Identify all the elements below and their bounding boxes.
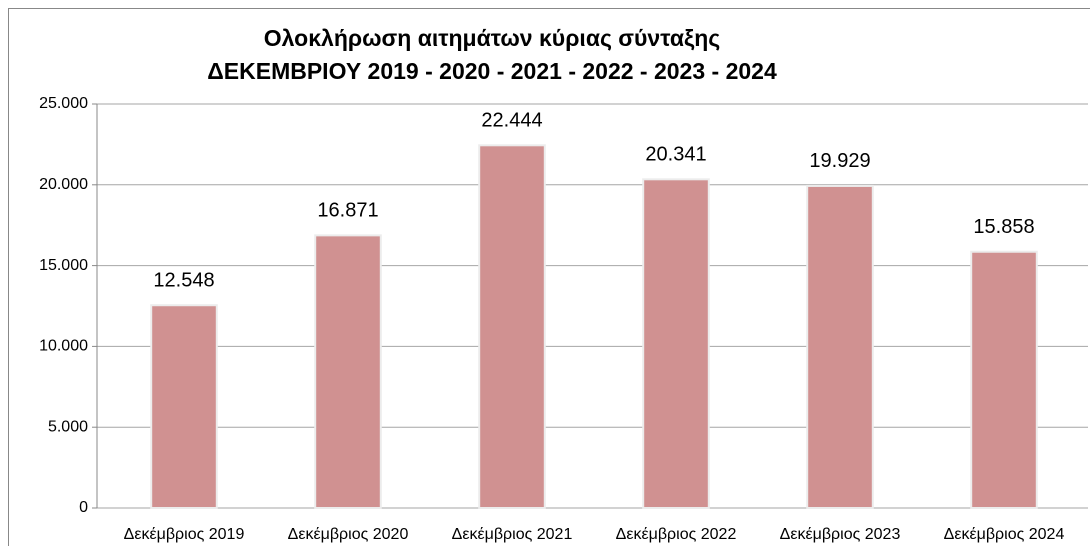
y-tick-label: 0 (79, 499, 88, 516)
x-tick-label: Δεκέμβριος 2022 (616, 526, 737, 543)
value-label: 12.548 (153, 270, 214, 292)
bar (970, 250, 1038, 510)
bar (150, 304, 218, 510)
value-label: 16.871 (317, 200, 378, 222)
chart-subtitle: ΔΕΚΕΜΒΡΙΟΥ 2019 - 2020 - 2021 - 2022 - 2… (207, 58, 777, 84)
x-tick-label: Δεκέμβριος 2019 (124, 526, 245, 543)
x-tick-label: Δεκέμβριος 2021 (452, 526, 573, 543)
value-label: 19.929 (809, 150, 870, 172)
x-tick-label: Δεκέμβριος 2024 (944, 526, 1065, 543)
x-tick-label: Δεκέμβριος 2023 (780, 526, 901, 543)
y-tick-label: 15.000 (39, 257, 88, 274)
y-tick-label: 10.000 (39, 338, 88, 355)
x-tick-label: Δεκέμβριος 2020 (288, 526, 409, 543)
value-label: 15.858 (973, 216, 1034, 238)
value-label: 20.341 (645, 144, 706, 166)
value-label: 22.444 (481, 110, 542, 132)
y-tick-label: 5.000 (48, 418, 88, 435)
bar (478, 144, 546, 509)
bar (806, 184, 874, 509)
y-tick-label: 20.000 (39, 176, 88, 193)
bar (314, 234, 382, 509)
y-tick-label: 25.000 (39, 95, 88, 112)
bar (642, 178, 710, 510)
chart-title: Ολοκλήρωση αιτημάτων κύριας σύνταξης (264, 25, 721, 51)
